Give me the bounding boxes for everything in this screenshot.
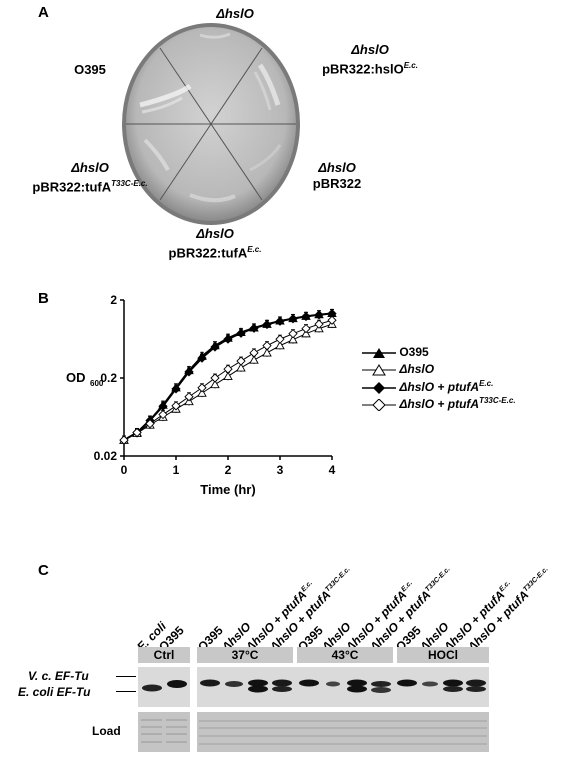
data-point-series-1 [197, 388, 207, 397]
data-point-series-1 [301, 328, 311, 338]
data-point-series-2 [210, 342, 220, 352]
y-tick-label: 0.02 [94, 449, 118, 463]
data-point-series-2 [197, 353, 207, 363]
y-tick-label: 2 [110, 293, 117, 307]
legend-item-o395: O395 [362, 345, 572, 362]
band-label-ecoli-eftu: E. coli EF-Tu [18, 685, 91, 699]
legend-item-hslo-ptufa: ΔhslO + ptufAE.c. [362, 379, 572, 396]
plate-label-left: O395 [74, 62, 106, 77]
x-tick-label: 3 [277, 463, 284, 477]
x-tick-label: 0 [121, 463, 128, 477]
data-point-series-2 [249, 323, 259, 333]
legend-item-hslo: ΔhslO [362, 362, 572, 379]
data-point-series-3 [262, 340, 272, 351]
data-point-series-3 [184, 392, 194, 402]
x-axis-label: Time (hr) [200, 482, 255, 497]
x-tick-label: 1 [173, 463, 180, 477]
condition-header-43c: 43°C [297, 647, 393, 663]
plate-label-lower-left-construct: pBR322:tufA [32, 179, 112, 195]
plate-label-bottom: ΔhslO pBR322:tufAE.c. [168, 226, 262, 261]
data-point-series-2 [288, 314, 298, 324]
y-tick-label: 0.2 [100, 371, 117, 385]
data-point-series-1 [288, 334, 298, 344]
data-point-series-2 [236, 328, 246, 338]
load-gel-ctrl [138, 712, 190, 752]
data-point-series-3 [132, 427, 142, 438]
plate-label-lower-left: ΔhslO pBR322:tufAT33C-E.c. [32, 160, 148, 195]
data-point-series-2 [171, 384, 181, 394]
data-point-series-3 [301, 323, 311, 334]
plate-label-bottom-construct: pBR322:tufA [168, 245, 248, 261]
legend-item-hslo-ptufa-t33c: ΔhslO + ptufAT33C-E.c. [362, 396, 572, 413]
chart-legend: O395 ΔhslO ΔhslO + ptufAE.c. ΔhslO + ptu… [362, 345, 572, 413]
data-point-series-3 [145, 418, 155, 429]
band-label-vc-eftu: V. c. EF-Tu [28, 669, 89, 683]
panel-a-letter: A [38, 4, 49, 21]
data-point-series-3 [210, 373, 220, 383]
data-point-series-1 [249, 355, 259, 364]
data-point-series-3 [119, 435, 129, 445]
data-point-series-2 [301, 311, 311, 322]
ctrl-header: Ctrl [138, 647, 190, 663]
data-point-series-2 [262, 319, 272, 330]
data-point-series-1 [262, 347, 272, 357]
data-point-series-3 [236, 356, 246, 366]
plate-label-upper-right-construct: pBR322:hslO [322, 61, 404, 77]
plate-label-upper-right: ΔhslO pBR322:hslOE.c. [322, 42, 418, 77]
data-point-series-3 [288, 329, 298, 339]
data-point-series-1 [210, 379, 220, 389]
data-point-series-3 [249, 348, 259, 358]
band-pointer-upper [116, 676, 136, 677]
data-point-series-3 [314, 319, 324, 329]
data-point-series-2 [184, 367, 194, 377]
load-gel-conditions [197, 712, 489, 752]
panel-b-letter: B [38, 290, 49, 307]
western-blot-conditions [197, 667, 489, 707]
data-point-series-3 [275, 334, 285, 344]
condition-header-hocl: HOCl [397, 647, 489, 663]
band-pointer-lower [116, 691, 136, 692]
western-blot-ctrl [138, 667, 190, 707]
growth-curve-chart: 0.02 0.2 2 0 1 2 3 4 Time (hr) OD 600 [66, 293, 337, 497]
data-point-series-1 [223, 371, 233, 380]
data-point-series-2 [314, 310, 324, 320]
data-point-series-3 [327, 315, 337, 325]
y-axis-label-subscript: 600 [90, 379, 104, 388]
data-point-series-3 [223, 364, 233, 374]
y-axis-label: OD [66, 370, 86, 385]
condition-header-37c: 37°C [197, 647, 293, 663]
data-point-series-2 [275, 316, 285, 326]
data-point-series-2 [223, 334, 233, 344]
data-point-series-1 [236, 362, 246, 372]
plate-label-right: ΔhslO pBR322 [312, 160, 362, 191]
agar-plate [122, 23, 300, 225]
data-point-series-3 [158, 409, 168, 420]
panel-c-letter: C [38, 562, 49, 579]
data-point-series-3 [171, 401, 181, 411]
data-point-series-1 [275, 340, 285, 350]
load-label: Load [92, 724, 121, 738]
data-point-series-3 [197, 383, 207, 393]
plate-label-top: ΔhslO [216, 6, 254, 21]
x-tick-label: 4 [329, 463, 336, 477]
x-tick-label: 2 [225, 463, 232, 477]
